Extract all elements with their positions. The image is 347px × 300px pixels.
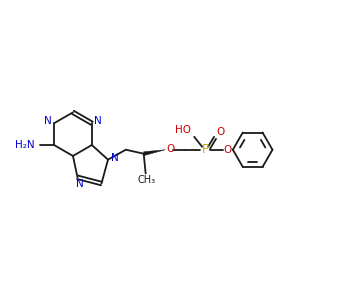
Text: CH₃: CH₃ (138, 176, 156, 185)
Text: O: O (217, 127, 225, 137)
Polygon shape (144, 150, 166, 156)
Text: N: N (111, 153, 119, 163)
Text: N: N (44, 116, 52, 126)
Text: O: O (166, 144, 175, 154)
Text: N: N (94, 116, 102, 126)
Text: O: O (224, 145, 232, 155)
Text: P: P (202, 143, 209, 156)
Text: H₂N: H₂N (15, 140, 34, 150)
Text: HO: HO (175, 125, 191, 135)
Text: N: N (76, 179, 83, 189)
